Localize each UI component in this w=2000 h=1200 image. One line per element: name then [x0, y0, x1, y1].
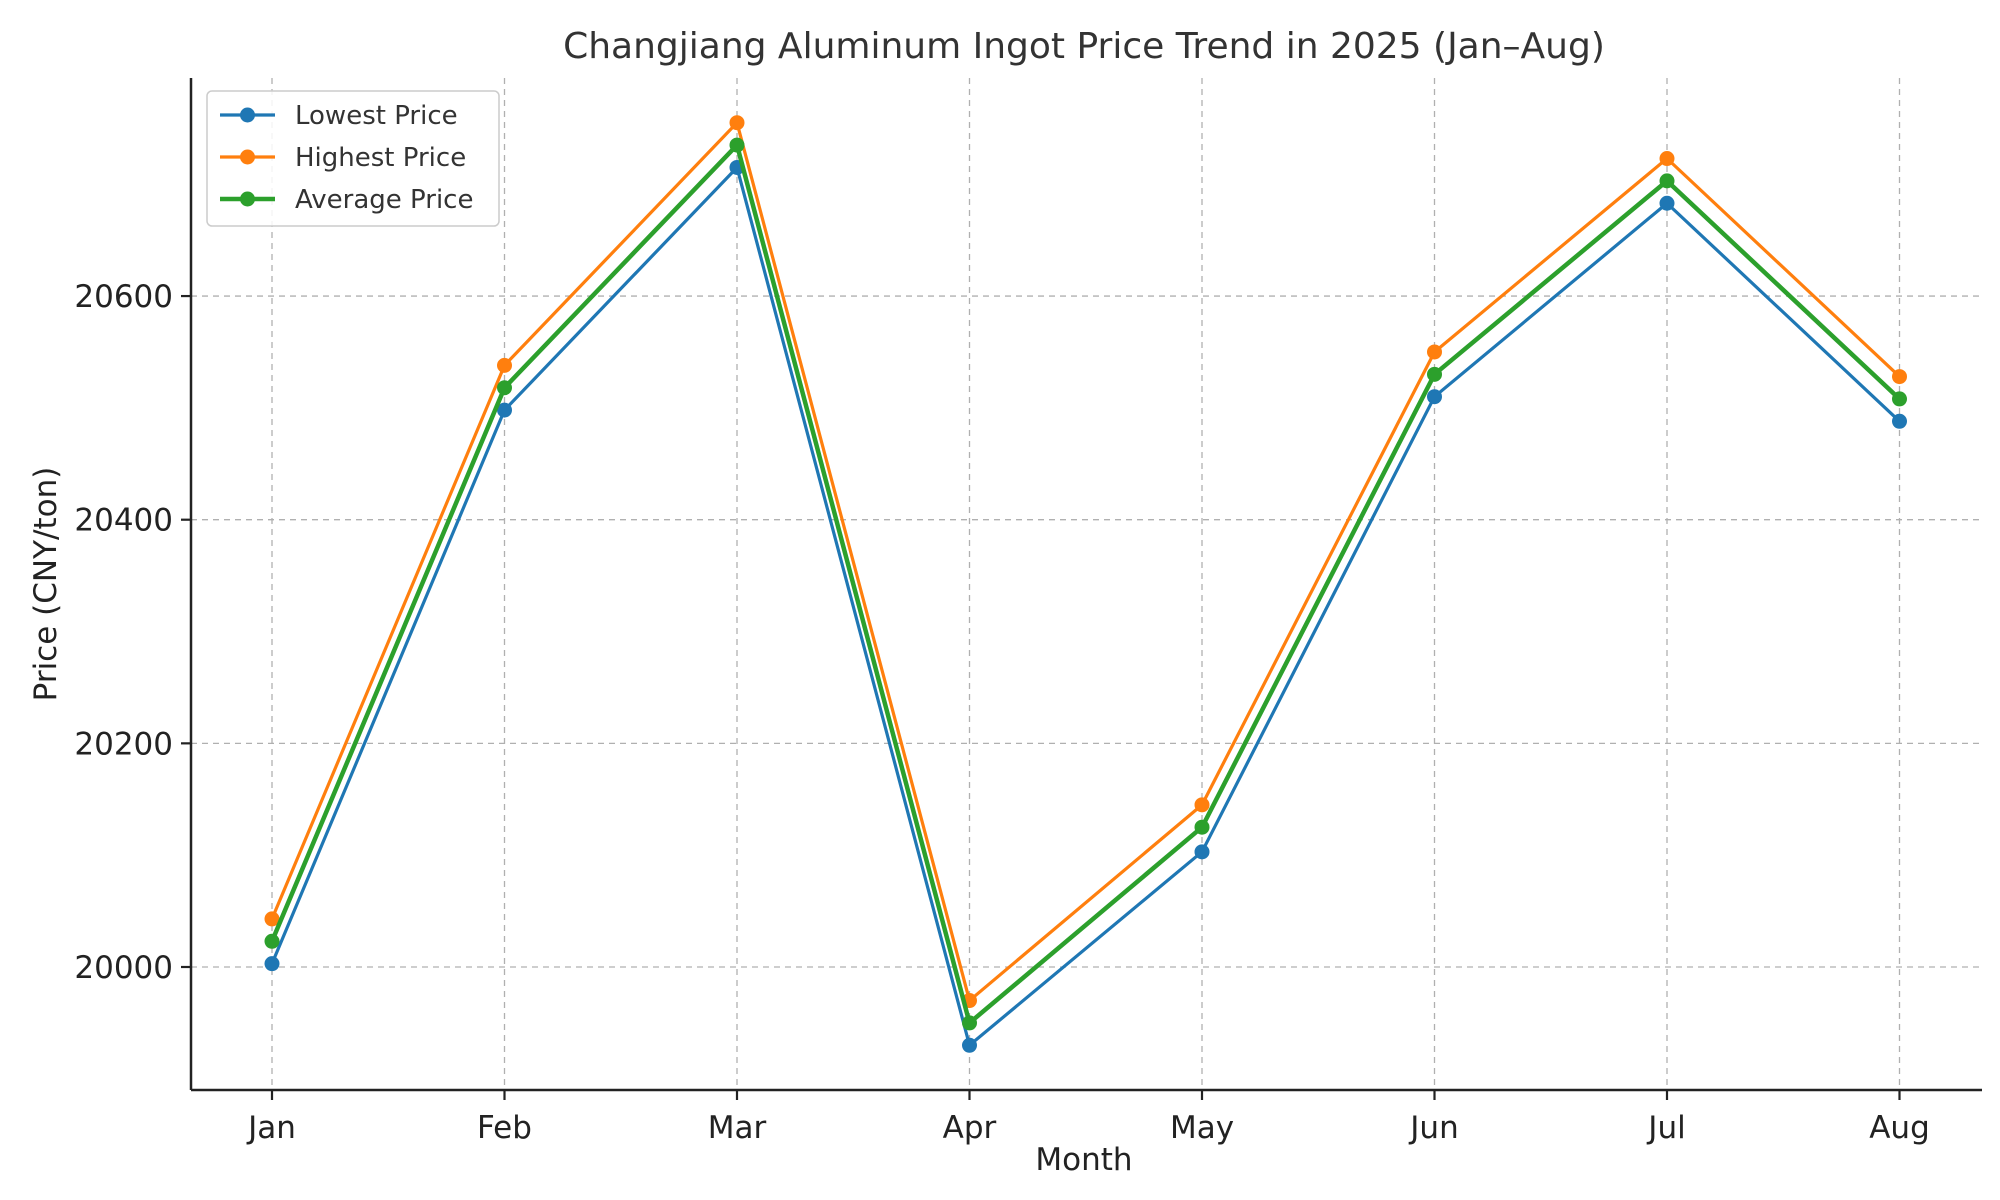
y-tick-label: 20200 — [74, 726, 173, 762]
x-tick-label: Apr — [943, 1110, 997, 1146]
data-point — [962, 1015, 977, 1031]
legend-label: Average Price — [295, 185, 473, 215]
legend-marker — [240, 149, 255, 165]
grid — [191, 78, 1982, 1090]
data-point — [264, 956, 280, 972]
y-tick-label: 20600 — [74, 279, 173, 315]
x-tick-label: Jun — [1408, 1110, 1458, 1146]
series — [264, 115, 1907, 1053]
legend-marker — [240, 191, 255, 207]
x-tick-label: Mar — [708, 1110, 767, 1146]
data-point — [1194, 797, 1210, 813]
x-tick-label: Jul — [1646, 1110, 1685, 1146]
y-axis-label: Price (CNY/ton) — [28, 467, 64, 702]
series-line — [270, 165, 1901, 1047]
data-point — [1427, 344, 1442, 360]
legend: Lowest Price Highest Price Average Price — [206, 90, 500, 227]
series-highest-price — [264, 115, 1907, 1009]
y-tick-label: 20400 — [74, 503, 173, 539]
data-point — [1427, 366, 1442, 382]
data-point — [1659, 195, 1675, 211]
legend-label: Highest Price — [295, 143, 466, 173]
data-point — [1194, 844, 1210, 860]
data-point — [962, 1037, 977, 1053]
legend-item: Lowest Price — [220, 101, 458, 131]
legend-item: Average Price — [220, 185, 473, 215]
axes — [189, 78, 1982, 1092]
data-point — [497, 380, 512, 396]
legend-label: Lowest Price — [295, 101, 458, 131]
data-point — [729, 115, 745, 131]
data-point — [1427, 389, 1442, 405]
data-point — [1194, 819, 1210, 835]
x-axis-label: Month — [1035, 1142, 1132, 1178]
data-point — [264, 911, 280, 927]
legend-marker — [240, 107, 255, 123]
data-point — [1659, 173, 1675, 189]
data-point — [497, 357, 512, 373]
chart-title: Changjiang Aluminum Ingot Price Trend in… — [563, 26, 1605, 67]
data-point — [264, 933, 280, 949]
data-point — [1892, 413, 1907, 429]
series-average-price — [264, 137, 1907, 1031]
data-point — [1892, 369, 1907, 385]
legend-item: Highest Price — [220, 143, 466, 173]
x-tick-label: May — [1170, 1110, 1234, 1146]
series-lowest-price — [264, 159, 1907, 1053]
x-tick-label: Feb — [477, 1110, 532, 1146]
data-point — [497, 402, 512, 418]
ticks: Jan Feb Mar Apr May Jun Jul Aug 20000 20200 20400 2… — [74, 279, 1929, 1146]
series-line — [270, 121, 1901, 1003]
x-tick-label: Aug — [1869, 1110, 1930, 1146]
legend-box — [206, 90, 500, 227]
series-line — [269, 142, 1902, 1026]
x-tick-label: Jan — [246, 1110, 296, 1146]
y-tick-label: 20000 — [74, 950, 173, 986]
data-point — [729, 137, 745, 153]
data-point — [1892, 391, 1907, 407]
data-point — [1659, 151, 1675, 167]
